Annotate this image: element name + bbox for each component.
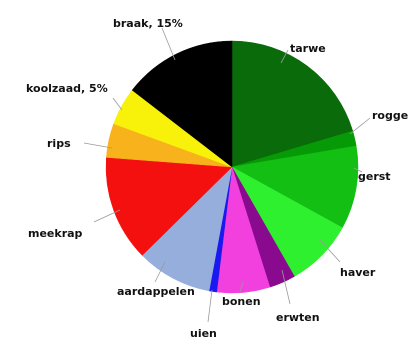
leader-line-tarwe: [280, 49, 289, 64]
pie-slice-tarwe: [231, 40, 354, 168]
slice-labels: tarwe rogge gerst haver erwten bonen uie…: [26, 17, 408, 340]
slice-label-bonen: bonen: [222, 295, 261, 308]
slice-label-koolzaad: koolzaad, 5%: [26, 82, 108, 95]
leader-lines: [83, 27, 371, 323]
slice-label-erwten: erwten: [276, 311, 320, 324]
slice-label-aardappelen: aardappelen: [117, 285, 195, 298]
pie-slice-meekrap: [105, 157, 233, 256]
leader-line-bonen: [239, 281, 244, 293]
slice-label-braak: braak, 15%: [113, 17, 183, 30]
pie-slices: [105, 40, 359, 294]
leader-line-erwten: [281, 269, 291, 305]
leader-line-braak: [161, 27, 176, 61]
slice-label-meekrap: meekrap: [28, 227, 83, 240]
slice-label-uien: uien: [190, 327, 217, 340]
slice-label-rogge: rogge: [372, 109, 408, 122]
slice-label-tarwe: tarwe: [290, 42, 326, 55]
leader-line-meekrap: [93, 209, 121, 223]
leader-line-uien: [207, 289, 213, 323]
leader-line-rogge: [349, 117, 371, 135]
leader-line-rips: [83, 142, 113, 149]
slice-label-haver: haver: [340, 266, 376, 279]
pie-slice-gerst: [231, 145, 359, 229]
leader-line-haver: [319, 239, 341, 263]
pie-slice-braak: [131, 40, 233, 168]
leader-line-koolzaad: [112, 97, 123, 111]
leader-line-gerst: [353, 167, 363, 173]
slice-label-gerst: gerst: [358, 170, 391, 183]
leader-line-aardappelen: [154, 261, 166, 283]
pie-slice-aardappelen: [141, 166, 233, 292]
slice-label-rips: rips: [47, 137, 71, 150]
